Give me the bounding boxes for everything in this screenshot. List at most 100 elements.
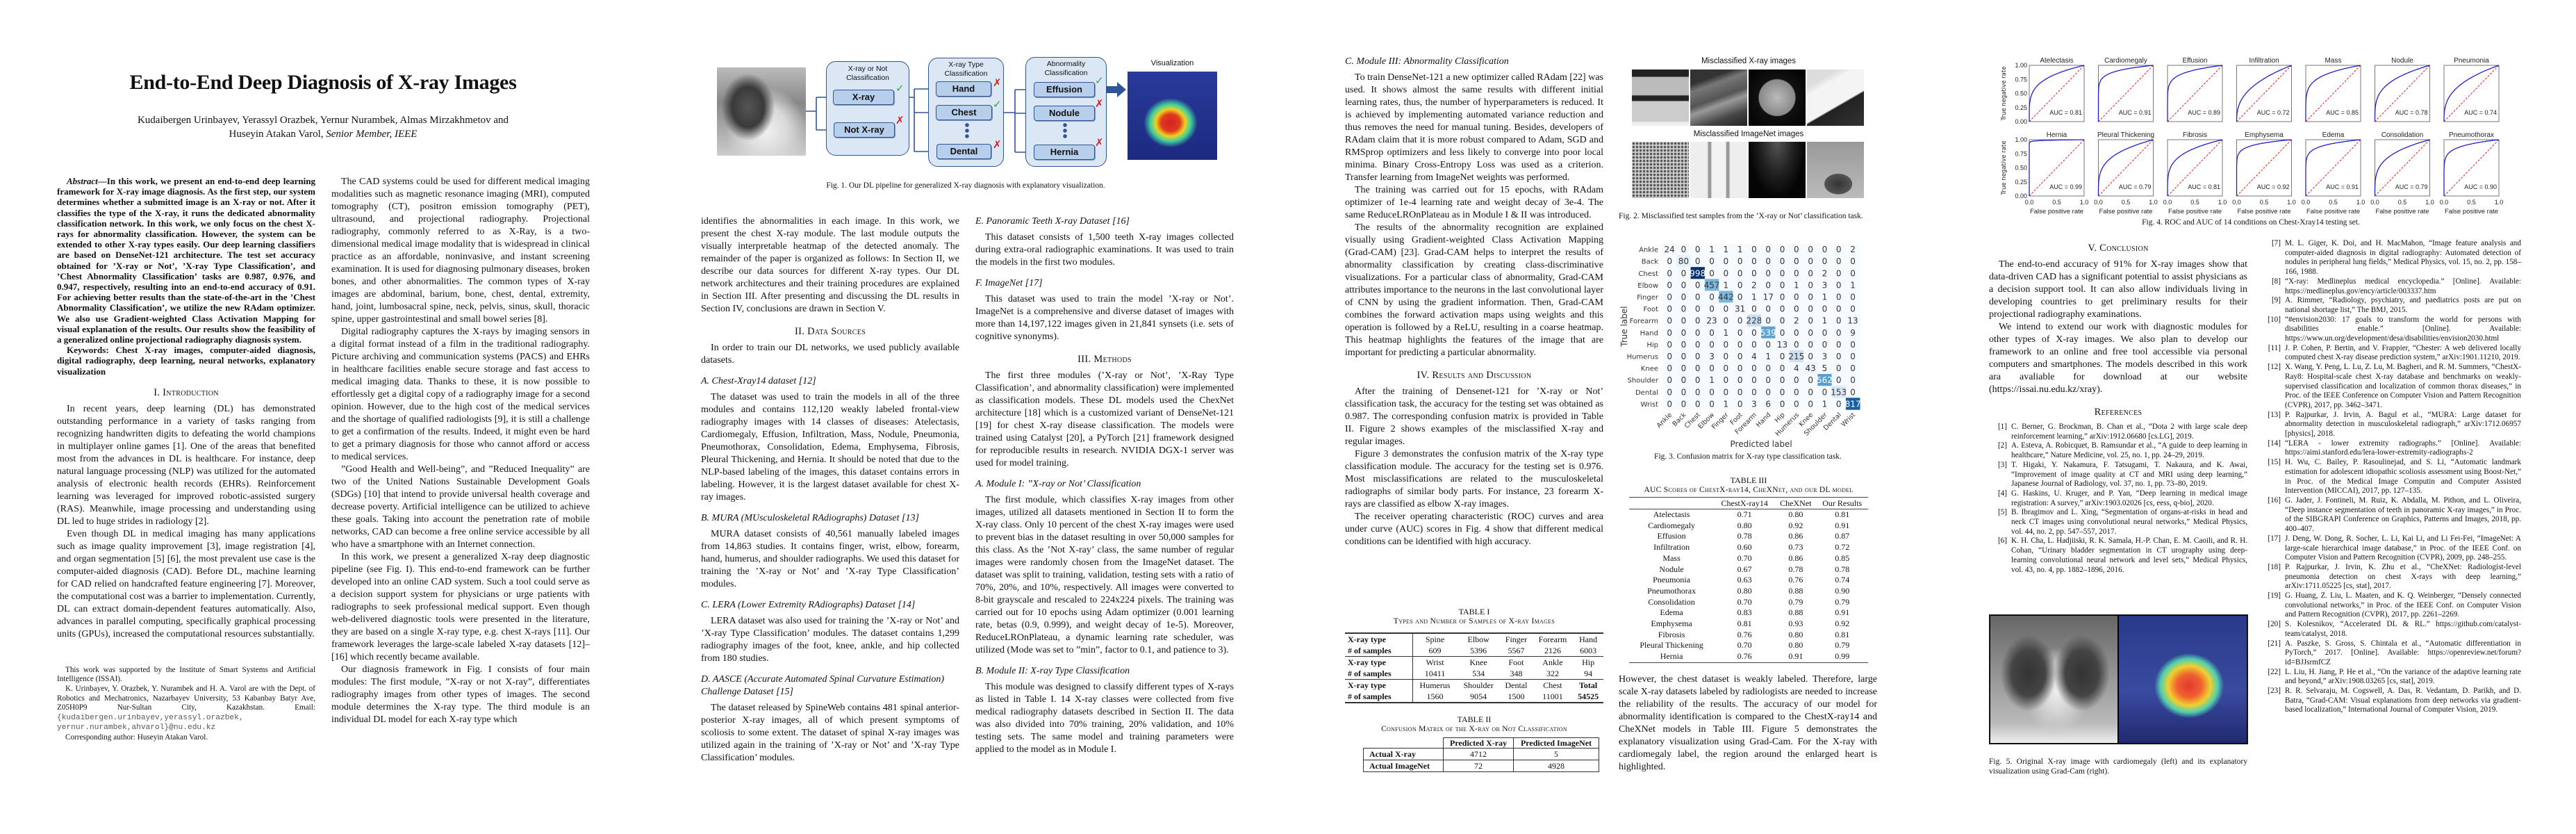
reference-number: [14]: [2268, 439, 2281, 448]
roc-curve: [2443, 139, 2500, 196]
paragraph: In this work, we present a generalized X…: [331, 551, 590, 664]
row-tick-label: Chest: [1638, 270, 1658, 278]
auc-value: 0.70: [1737, 596, 1752, 607]
reference-text: A. Esteva, A. Robicquet, B. Ramsundar et…: [2011, 441, 2247, 460]
cell-value-label: 0: [1850, 292, 1856, 302]
heatmap-cell: [1831, 314, 1847, 327]
cell-value-label: 0: [1724, 256, 1729, 266]
cell-value-label: 1: [1724, 280, 1729, 290]
diagonal-reference-line: [2305, 65, 2361, 122]
text: The dataset released by SpineWeb contain…: [701, 703, 959, 763]
reference-item: [8] “X-ray: Medlineplus medical encyclope…: [2263, 277, 2521, 296]
auc-value: 0.91: [1835, 520, 1850, 530]
heatmap-cell: [1845, 243, 1860, 256]
y-tick-label: 0.75: [2015, 76, 2027, 83]
cell-value-label: 0: [1850, 340, 1856, 350]
roc-curve: [2097, 65, 2154, 122]
text: Corresponding author: Huseyin Atakan Var…: [65, 733, 208, 742]
cell-value-label: 0: [1724, 316, 1729, 326]
paragraph: The results of the abnormality recogniti…: [1345, 222, 1603, 359]
cell-value-label: 0: [1794, 304, 1799, 314]
heatmap-cell: [1775, 279, 1790, 291]
heatmap-cell: [1690, 302, 1706, 315]
subsection-heading: A. Chest-Xray14 dataset [12]: [701, 375, 959, 388]
figure-5-images: [1989, 614, 2248, 744]
x-tick-label: 0.0: [2440, 199, 2449, 206]
reference-number: [13]: [2268, 410, 2281, 419]
cell-value-label: 0: [1751, 328, 1757, 338]
roc-panel: Consolidation AUC = 0.79 0.0 0.5 1.0 False po…: [2370, 131, 2434, 215]
cell-value-label: 0: [1780, 268, 1785, 278]
cell-value-label: 0: [1737, 399, 1743, 409]
footnote: Corresponding author: Huseyin Atakan Var…: [57, 733, 315, 743]
cell-value-label: 0: [1681, 316, 1687, 326]
text: This dataset consists of 1,500 teeth X-r…: [975, 232, 1234, 268]
heatmap-cell: [1761, 398, 1776, 410]
heatmap-cell: [1704, 386, 1719, 398]
cell-value-label: 80: [1678, 256, 1689, 266]
text: I. Introduction: [154, 386, 219, 398]
auc-label: AUC = 0.72: [2257, 109, 2290, 116]
heatmap-cell: [1831, 302, 1847, 315]
table-title: TABLE III: [1730, 475, 1767, 485]
subsection-heading: A. Module I: ”X-ray or Not’ Classificati…: [975, 478, 1234, 491]
cell-value-label: 0: [1695, 256, 1701, 266]
roc-curve: [2305, 65, 2361, 122]
cell-value-label: 0: [1737, 256, 1743, 266]
row-tick-label: Hand: [1640, 329, 1658, 337]
heatmap-cell: [1845, 362, 1860, 375]
cell-value-label: 0: [1836, 292, 1842, 302]
heatmap-cell: [1676, 350, 1691, 363]
auc-value: 0.87: [1835, 531, 1850, 541]
cell-value-label: 0: [1724, 363, 1729, 373]
cell-value-label: 0: [1724, 268, 1729, 278]
text: After the training of Densenet-121 for ’…: [1345, 386, 1603, 447]
cross-icon: ✗: [993, 138, 1002, 151]
row-header: Actual ImageNet: [1362, 760, 1444, 772]
x-axis-label: False positive rate: [2030, 208, 2083, 215]
paragraph: To train DenseNet-121 a new optimizer ca…: [1345, 72, 1603, 184]
cell-value-label: 0: [1737, 328, 1743, 338]
y-tick-label: 0.00: [2015, 118, 2027, 125]
panel-title: Effusion: [2183, 57, 2208, 65]
heatmap-cell: [1803, 267, 1818, 279]
count-cell: 72: [1443, 760, 1514, 772]
cell-value-label: 0: [1794, 387, 1799, 397]
heatmap-cell: [1831, 255, 1847, 268]
reference-number: [9]: [2271, 296, 2281, 305]
auc-value: 0.60: [1737, 542, 1752, 553]
table-3: TABLE III AUC Scores of ChestX-ray14, Ch…: [1629, 475, 1868, 663]
heatmap-cell: [1789, 326, 1804, 339]
roc-curves-chart: Atelectasis AUC = 0.81 0.00 0.25 0.50 0.75 1.0…: [2001, 57, 2504, 215]
table-row: Fibrosis 0.76 0.80 0.81: [1629, 630, 1868, 641]
reference-item: [9] A. Rimmer, “Radiology, psychiatry, an…: [2263, 296, 2521, 315]
heatmap-cell: [1676, 362, 1691, 375]
text: The CAD systems could be used for differ…: [331, 177, 590, 325]
cell-value-label: 0: [1780, 399, 1785, 409]
reference-item: [21] A. Paszke, S. Gross, S. Chintala et …: [2263, 639, 2521, 668]
y-tick-label: 0.00: [2015, 193, 2027, 199]
auc-value: 0.67: [1737, 564, 1752, 574]
y-axis-label: True label: [1619, 306, 1629, 348]
roc-panel: Pneumothorax AUC = 0.90 0.0 0.5 1.0 False pos…: [2440, 131, 2504, 215]
reference-number: [10]: [2268, 315, 2281, 324]
page1-column-left: Abstract—In this work, we present an end…: [57, 176, 315, 743]
table-subtitle: Types and Number of Samples of X-ray Ima…: [1393, 617, 1555, 626]
empty-header-cell: [1364, 738, 1444, 749]
subsection-heading: E. Panoramic Teeth X-ray Dataset [16]: [975, 215, 1234, 228]
misclassified-imagenet-image: [1632, 142, 1689, 198]
cell-value-label: 0: [1724, 352, 1729, 361]
heatmap-cell: [1831, 243, 1847, 256]
section-heading: III. Methods: [975, 353, 1234, 366]
misclassified-imagenet-image: [1749, 142, 1806, 198]
cell-value-label: 0: [1695, 363, 1701, 373]
heatmap-cell: [1775, 386, 1790, 398]
auc-value: 0.76: [1737, 629, 1752, 639]
node-xray: X-ray: [833, 90, 894, 105]
y-axis-label: True negative rate: [2001, 67, 2008, 122]
xray-type-cell: Chest: [1532, 679, 1574, 691]
heatmap-cell: [1845, 302, 1860, 315]
reference-text: T. Higaki, Y. Nakamura, F. Tatsugami, T.…: [2011, 460, 2247, 489]
roc-curve: [2236, 65, 2292, 122]
condition-name: Emphysema: [1651, 619, 1692, 629]
